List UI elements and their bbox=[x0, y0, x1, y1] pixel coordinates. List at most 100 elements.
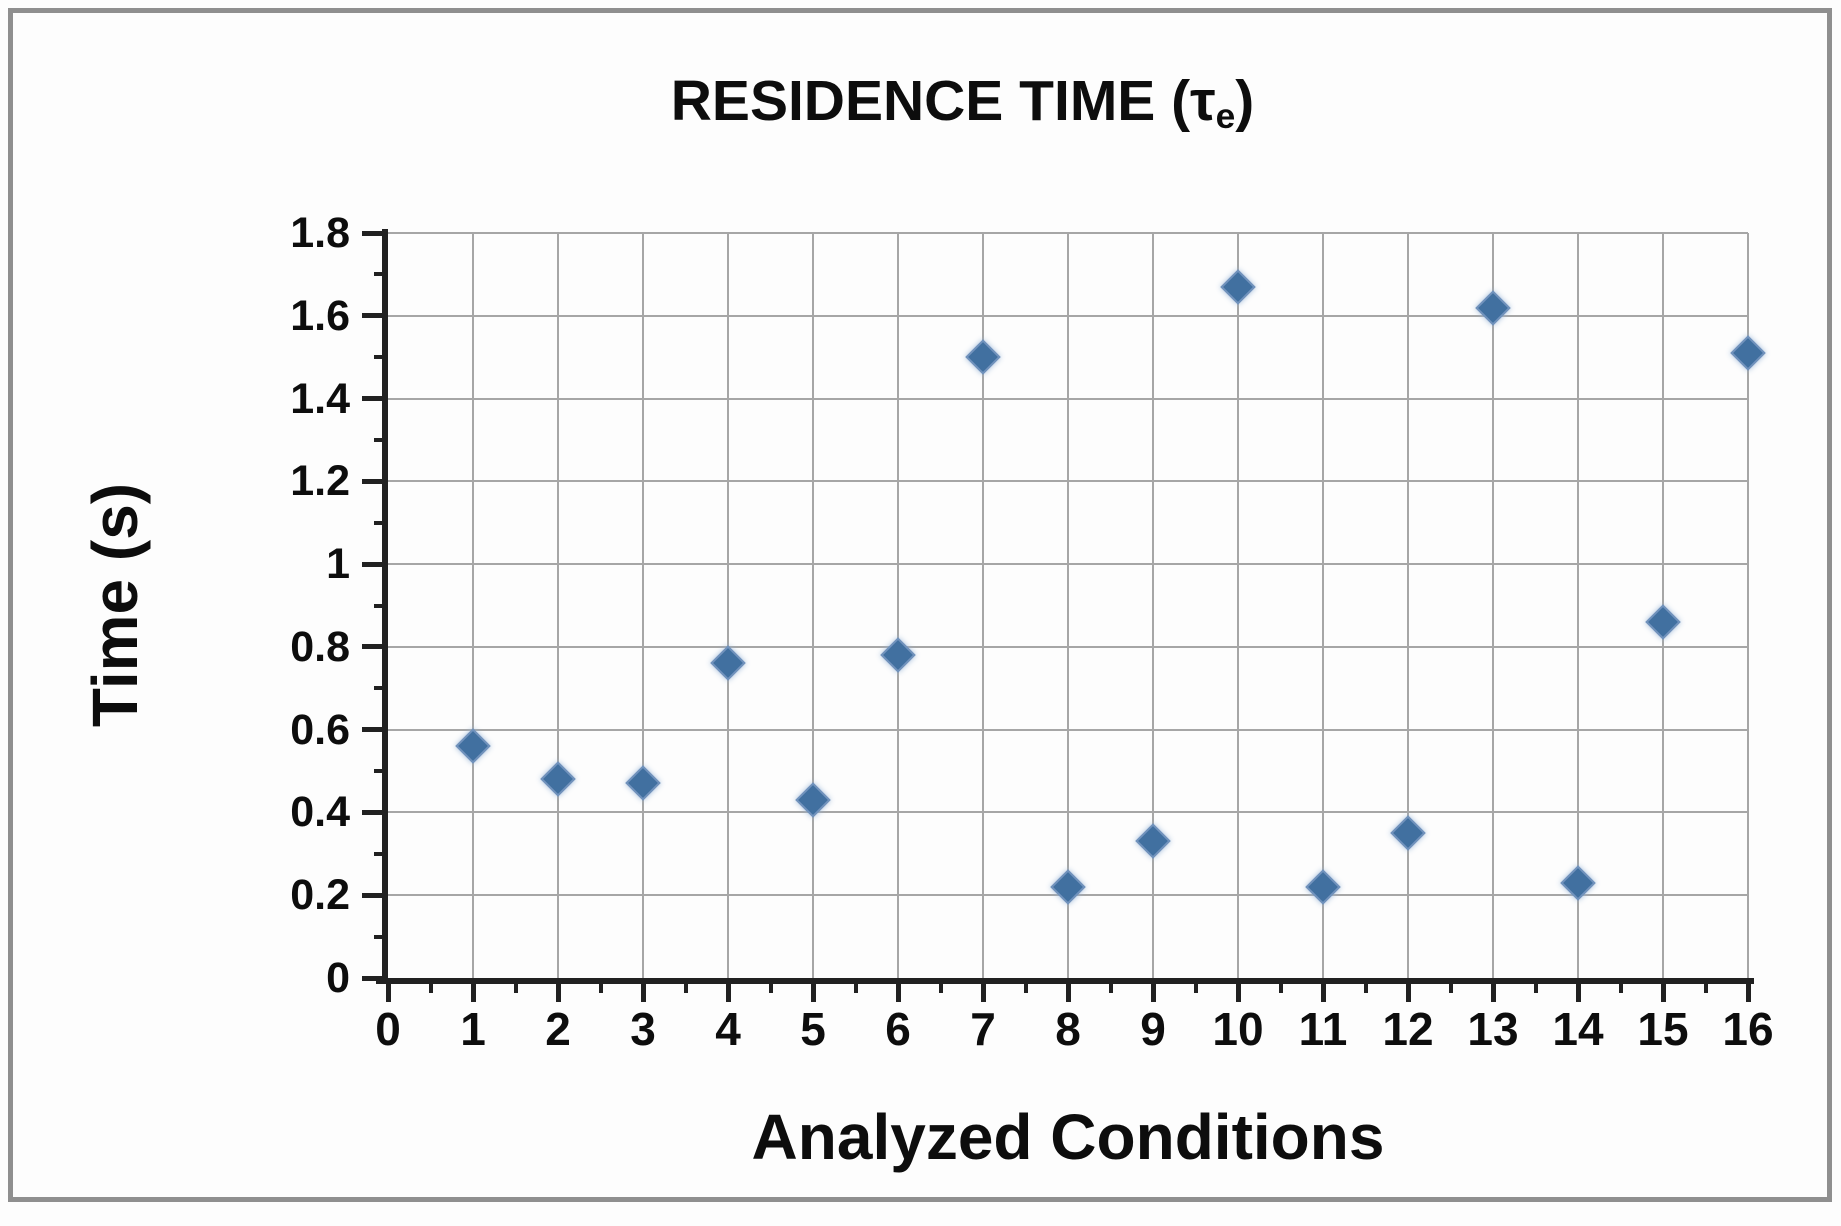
x-axis-major-tick bbox=[1490, 984, 1496, 1002]
x-axis-line bbox=[376, 978, 1754, 984]
y-axis-major-tick bbox=[362, 561, 384, 567]
vertical-gridline bbox=[727, 233, 729, 978]
x-axis-minor-tick bbox=[1618, 984, 1623, 993]
x-axis-major-tick bbox=[1575, 984, 1581, 1002]
y-axis-major-tick bbox=[362, 644, 384, 650]
chart-title: RESIDENCE TIME (τe) bbox=[42, 68, 1841, 136]
y-axis-tick-label: 1.2 bbox=[290, 457, 350, 506]
data-point bbox=[1220, 269, 1256, 305]
x-axis-minor-tick bbox=[1703, 984, 1708, 993]
y-axis-tick-label: 0 bbox=[326, 954, 350, 1002]
y-axis-title-text: Time (s) bbox=[79, 482, 151, 728]
data-point bbox=[455, 728, 491, 764]
x-axis-tick-label: 13 bbox=[1467, 1003, 1519, 1055]
vertical-gridline bbox=[1152, 233, 1154, 978]
y-axis-major-tick bbox=[362, 727, 384, 733]
data-point bbox=[1305, 869, 1341, 905]
x-axis-tick-label: 8 bbox=[1055, 1003, 1081, 1055]
y-axis-tick-label: 1.6 bbox=[290, 291, 350, 340]
chart-title-subscript: e bbox=[1215, 96, 1236, 136]
y-axis-major-tick bbox=[362, 313, 384, 319]
x-axis-minor-tick bbox=[1363, 984, 1368, 993]
data-point bbox=[1135, 823, 1171, 860]
y-axis-major-tick bbox=[362, 809, 384, 815]
vertical-gridline bbox=[897, 233, 899, 978]
x-axis-minor-tick bbox=[513, 984, 518, 993]
plot-area: 0 0.2 0.4 0.6 0.8 1 1.2 1.4 1.6 1.8 0 1 2 3 4 5 6 7 8 9 10 11… bbox=[290, 209, 1773, 1055]
x-axis-tick-label: 12 bbox=[1382, 1003, 1434, 1055]
x-axis-tick-label: 5 bbox=[800, 1003, 826, 1055]
y-axis-tick-label: 1 bbox=[326, 540, 350, 589]
x-axis-title: Analyzed Conditions bbox=[751, 1101, 1385, 1173]
x-axis-tick-label: 7 bbox=[970, 1003, 996, 1055]
x-axis-tick-label: 15 bbox=[1637, 1003, 1689, 1055]
y-axis-minor-tick bbox=[374, 851, 385, 856]
x-axis-tick-label: 9 bbox=[1140, 1003, 1166, 1055]
y-axis-tick-label: 0.8 bbox=[290, 622, 350, 671]
x-axis-major-tick bbox=[810, 984, 816, 1002]
x-axis-major-tick bbox=[470, 984, 476, 1002]
data-point bbox=[1050, 869, 1086, 905]
x-axis-minor-tick bbox=[1278, 984, 1283, 993]
x-axis-major-tick bbox=[640, 984, 646, 1002]
vertical-gridline bbox=[1492, 233, 1494, 978]
y-axis-minor-tick bbox=[374, 934, 385, 939]
data-point bbox=[880, 637, 916, 673]
x-axis-minor-tick bbox=[428, 984, 433, 993]
x-axis-tick-label: 14 bbox=[1552, 1003, 1604, 1055]
x-axis-tick-label: 0 bbox=[375, 1003, 401, 1055]
vertical-gridline bbox=[1237, 233, 1239, 978]
vertical-gridline bbox=[1067, 233, 1069, 978]
y-axis-tick-label: 0.6 bbox=[290, 705, 350, 754]
y-axis-minor-tick bbox=[374, 437, 385, 442]
data-point bbox=[1475, 289, 1511, 326]
x-axis-tick-label: 6 bbox=[885, 1003, 911, 1055]
x-axis-minor-tick bbox=[1533, 984, 1538, 993]
y-axis-major-tick bbox=[362, 396, 384, 402]
data-point bbox=[1645, 604, 1681, 640]
x-axis-major-tick bbox=[385, 984, 391, 1002]
x-axis-major-tick bbox=[1405, 984, 1411, 1002]
y-axis-major-tick bbox=[362, 975, 384, 981]
y-axis-minor-tick bbox=[374, 686, 385, 691]
x-axis-major-tick bbox=[555, 984, 561, 1002]
y-axis-tick-label: 0.4 bbox=[290, 788, 350, 837]
y-axis-minor-tick bbox=[374, 272, 385, 277]
vertical-gridline bbox=[812, 233, 814, 978]
y-axis-minor-tick bbox=[374, 520, 385, 525]
vertical-gridline bbox=[1407, 233, 1409, 978]
vertical-gridline bbox=[1747, 233, 1749, 978]
x-axis-major-tick bbox=[1065, 984, 1071, 1002]
data-point bbox=[625, 765, 661, 802]
x-axis-minor-tick bbox=[683, 984, 688, 993]
y-axis-tick-label: 0.2 bbox=[290, 871, 350, 920]
chart-title-main: RESIDENCE TIME (τ bbox=[670, 69, 1216, 133]
x-axis-minor-tick bbox=[1108, 984, 1113, 993]
vertical-gridline bbox=[557, 233, 559, 978]
figure-border bbox=[8, 8, 1832, 1202]
y-axis-line bbox=[382, 229, 388, 984]
y-axis-minor-tick bbox=[374, 769, 385, 774]
y-axis-minor-tick bbox=[374, 355, 385, 360]
x-axis-major-tick bbox=[725, 984, 731, 1002]
x-axis-tick-label: 16 bbox=[1722, 1003, 1774, 1055]
y-axis-major-tick bbox=[362, 230, 384, 236]
x-axis-major-tick bbox=[1660, 984, 1666, 1002]
y-axis-major-tick bbox=[362, 892, 384, 898]
x-axis-major-tick bbox=[895, 984, 901, 1002]
y-axis-minor-tick bbox=[374, 603, 385, 608]
vertical-gridline bbox=[472, 233, 474, 978]
x-axis-major-tick bbox=[1320, 984, 1326, 1002]
x-axis-minor-tick bbox=[938, 984, 943, 993]
x-axis-minor-tick bbox=[853, 984, 858, 993]
x-axis-minor-tick bbox=[768, 984, 773, 993]
y-axis-tick-label: 1.4 bbox=[290, 374, 350, 423]
data-point bbox=[710, 645, 746, 682]
y-axis-major-tick bbox=[362, 478, 384, 484]
x-axis-major-tick bbox=[1150, 984, 1156, 1002]
chart-title-close: ) bbox=[1235, 69, 1255, 133]
vertical-gridline bbox=[982, 233, 984, 978]
x-axis-tick-label: 1 bbox=[460, 1003, 486, 1055]
data-point bbox=[965, 339, 1001, 375]
